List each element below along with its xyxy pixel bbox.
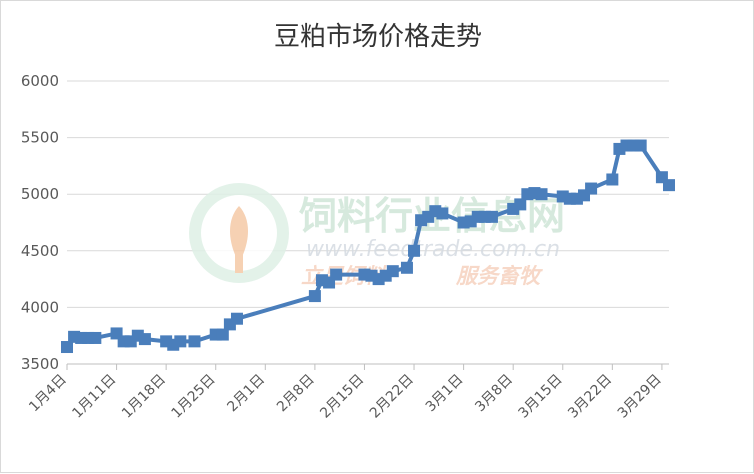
data-point [663, 179, 675, 192]
data-point [188, 335, 201, 348]
y-tick-label: 4000 [21, 298, 59, 316]
data-point [138, 333, 151, 346]
data-point [514, 198, 527, 211]
y-axis-ticks: 3500 4000 4500 5000 5500 6000 [21, 72, 59, 373]
x-tick-label: 3月8日 [472, 372, 516, 416]
watermark-slogan-right: 服务畜牧 [455, 264, 543, 288]
gridlines [67, 80, 669, 365]
data-point [89, 331, 102, 344]
x-tick-label: 2月22日 [367, 372, 417, 422]
x-tick-label: 1月4日 [26, 372, 70, 416]
data-point [485, 210, 498, 223]
chart-title: 豆粕市场价格走势 [274, 22, 482, 52]
data-point [585, 182, 598, 195]
x-tick-label: 2月15日 [317, 372, 367, 422]
x-tick-label: 2月8日 [274, 372, 318, 416]
data-point [330, 268, 343, 281]
x-tick-label: 1月11日 [69, 372, 119, 422]
x-tick-label: 3月22日 [565, 372, 615, 422]
data-point [535, 188, 548, 201]
data-point [61, 341, 73, 354]
x-tick-label: 1月25日 [169, 372, 219, 422]
y-tick-label: 6000 [21, 72, 59, 90]
y-tick-label: 3500 [21, 355, 59, 373]
watermark-url: www.feedtrade.com.cn [306, 237, 560, 262]
data-point [117, 335, 130, 348]
data-point [386, 265, 399, 278]
y-tick-label: 5500 [21, 129, 59, 147]
data-point [216, 328, 229, 341]
x-tick-label: 1月18日 [119, 372, 169, 422]
x-tick-label: 3月15日 [516, 372, 566, 422]
data-point [408, 244, 421, 257]
data-point [174, 335, 187, 348]
data-point [634, 139, 647, 152]
price-series [61, 139, 675, 354]
x-tick-label: 2月1日 [224, 372, 268, 416]
data-point [308, 290, 321, 303]
x-tick-label: 3月29日 [615, 372, 665, 422]
x-axis-ticks: 1月4日 1月11日 1月18日 1月25日 2月1日 2月8日 2月15日 2月22日 3月1… [26, 364, 665, 422]
x-tick-label: 3月1日 [423, 372, 467, 416]
data-point [400, 261, 413, 274]
data-point [436, 207, 449, 220]
y-tick-label: 5000 [21, 185, 59, 203]
watermark-logo-icon [189, 183, 289, 283]
data-point [230, 312, 243, 325]
y-tick-label: 4500 [21, 242, 59, 260]
data-point [606, 173, 619, 186]
